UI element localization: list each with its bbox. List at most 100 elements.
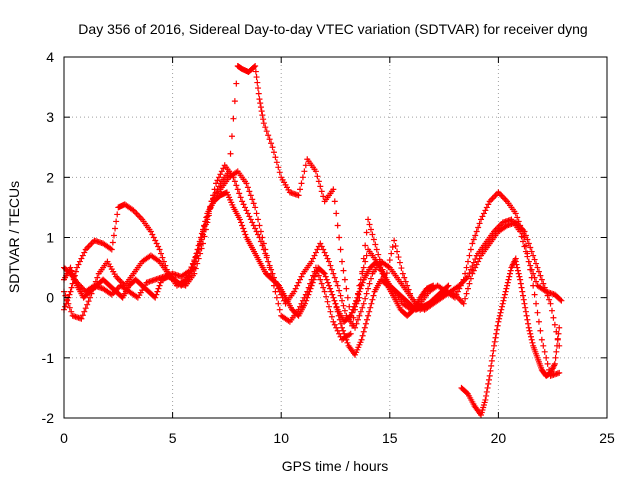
data-point — [333, 210, 340, 217]
data-point — [343, 336, 350, 343]
data-point — [336, 287, 343, 294]
data-point — [505, 276, 512, 283]
data-point — [544, 360, 551, 367]
data-point — [512, 258, 519, 265]
data-point — [214, 186, 221, 193]
data-point — [238, 219, 245, 226]
data-point — [499, 303, 506, 310]
data-point — [260, 120, 267, 127]
data-point — [312, 168, 319, 175]
data-point — [320, 269, 327, 276]
data-point — [541, 284, 548, 291]
data-point — [258, 108, 265, 115]
data-point — [333, 304, 340, 311]
data-point — [538, 336, 545, 343]
data-point — [72, 268, 79, 275]
data-point — [473, 261, 480, 268]
data-point — [463, 264, 470, 271]
data-point — [360, 264, 367, 271]
data-point — [328, 288, 335, 295]
data-point — [240, 201, 247, 208]
y-tick-label: 2 — [46, 169, 54, 185]
data-point — [362, 258, 369, 265]
data-point — [262, 246, 269, 253]
data-point — [463, 290, 470, 297]
data-point — [183, 277, 190, 284]
data-point — [504, 282, 511, 289]
data-point — [556, 369, 563, 376]
data-point — [67, 264, 74, 271]
data-point — [262, 124, 269, 131]
data-point — [460, 300, 467, 307]
data-point — [342, 333, 349, 340]
data-point — [321, 288, 328, 295]
data-point — [485, 376, 492, 383]
data-point — [469, 270, 476, 277]
data-point — [72, 279, 79, 286]
data-point — [489, 352, 496, 359]
data-point — [392, 243, 399, 250]
data-point — [506, 270, 513, 277]
data-point — [554, 342, 561, 349]
data-point — [525, 324, 532, 331]
data-point — [386, 257, 393, 264]
data-point — [78, 315, 85, 322]
data-point — [331, 297, 338, 304]
data-point — [352, 300, 359, 307]
data-point — [241, 228, 248, 235]
data-point — [555, 330, 562, 337]
data-point — [558, 297, 565, 304]
data-point — [266, 264, 273, 271]
data-point — [444, 283, 451, 290]
data-point — [488, 357, 495, 364]
data-point — [263, 128, 270, 135]
data-point — [310, 255, 317, 262]
data-point — [462, 295, 469, 302]
data-point — [530, 270, 537, 277]
data-point — [320, 246, 327, 253]
data-point — [330, 294, 337, 301]
data-point — [297, 303, 304, 310]
data-point — [330, 186, 337, 193]
data-point — [349, 306, 356, 313]
data-point — [358, 336, 365, 343]
data-point — [67, 288, 74, 295]
data-point — [152, 237, 159, 244]
data-point — [541, 348, 548, 355]
data-point — [155, 285, 162, 292]
data-point — [540, 280, 547, 287]
data-point — [268, 140, 275, 147]
data-point — [62, 303, 69, 310]
data-point — [257, 228, 264, 235]
data-point — [363, 229, 370, 236]
data-point — [68, 267, 75, 274]
data-point — [260, 240, 267, 247]
data-point — [343, 285, 350, 292]
data-point — [276, 169, 283, 176]
data-point — [521, 243, 528, 250]
data-point — [518, 233, 525, 240]
data-point — [327, 285, 334, 292]
data-point — [226, 168, 233, 175]
data-point — [517, 276, 524, 283]
data-point — [557, 296, 564, 303]
data-point — [501, 291, 508, 298]
data-point — [493, 330, 500, 337]
data-point — [367, 226, 374, 233]
data-point — [114, 211, 121, 218]
data-point — [353, 297, 360, 304]
data-point — [150, 234, 157, 241]
data-point — [526, 327, 533, 334]
data-point — [534, 264, 541, 271]
data-point — [310, 276, 317, 283]
data-point — [153, 240, 160, 247]
data-point — [78, 255, 85, 262]
data-point — [401, 274, 408, 281]
data-point — [240, 225, 247, 232]
data-point — [472, 264, 479, 271]
data-point — [504, 279, 511, 286]
data-point — [196, 238, 203, 245]
data-point — [337, 292, 344, 299]
data-point — [257, 100, 264, 107]
data-point — [295, 192, 302, 199]
